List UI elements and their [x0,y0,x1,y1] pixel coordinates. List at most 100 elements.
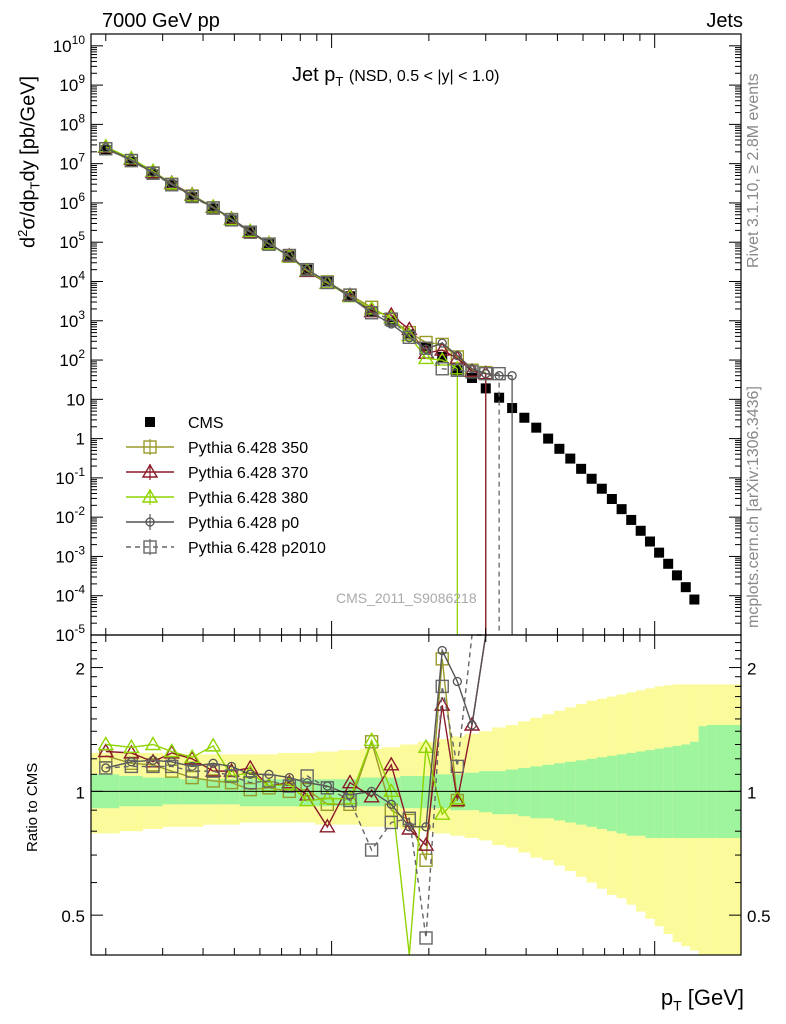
p0-ratio-point [386,799,396,809]
p380-ratio-point [144,736,162,751]
p2010-ratio-point [419,931,433,945]
p380-ratio-point [223,767,240,782]
p2010-main-point [435,362,449,376]
p350-ratio-point [419,853,433,867]
stat-uncertainty-band-bin [672,745,682,839]
stat-uncertainty-band-bin [716,724,742,839]
y-tick-label: 1 [76,430,85,449]
p2010-main-point [364,306,379,320]
p2010-main-point [402,330,417,344]
p2010-main-point [384,312,398,326]
ratio-y-tick-label-left: 1 [76,783,85,802]
p2010-main-point [146,166,160,180]
stat-uncertainty-band-bin [645,750,656,839]
cms-main-point [671,570,682,581]
stat-uncertainty-band-bin [586,758,598,827]
p0-main-point [322,276,332,287]
p2010-ratio-point [435,679,449,694]
cms-main-point [531,422,542,433]
stat-uncertainty-band-bin [607,755,618,832]
p0-ratio-point [437,645,447,656]
cms-main-point [519,412,530,423]
p380-ratio-point [298,792,316,807]
p370-ratio-point [363,788,380,803]
legend-entry-label: Pythia 6.428 p2010 [188,540,326,557]
p2010-ratio-point [300,769,314,783]
watermark-analysis-id: CMS_2011_S9086218 [336,590,477,606]
ratio-y-tick-label-left: 2 [76,660,85,679]
p0-main-point [284,251,295,261]
p2010-main-point [124,153,139,168]
p370-ratio-point [449,792,466,807]
p380-ratio-point [417,738,435,753]
cms-main-point [626,514,637,525]
p0-main-point [187,191,197,201]
p350-ratio-point [364,735,379,749]
main-y-axis-ticks: 10-5 10-4 10-3 10-2 10-1 1 10 102 103 104 105 106 10… [53,33,741,645]
cms-main-point [565,453,576,464]
stat-uncertainty-band-bin [575,760,587,825]
y-tick-label: 102 [59,347,85,370]
stat-uncertainty-band-bin [698,726,708,839]
ratio-y-axis-ticks: 0.5 0.5 1 1 2 2 [61,642,771,926]
stat-uncertainty-band-bin [505,769,519,815]
p380-ratio-point [434,805,451,820]
stat-uncertainty-band-bin [400,775,419,809]
cms-main-point [147,169,158,180]
p380-main-point [417,350,435,365]
p350-ratio-point [243,782,257,797]
p0-ratio-point [284,772,295,783]
y-tick-label: 105 [59,229,85,252]
legend-swatch-marker [143,440,157,454]
cms-main-point [494,392,505,403]
y-tick-label: 104 [59,268,85,291]
p2010-ratio-point [224,769,239,783]
p2010-main-point [465,365,479,379]
p2010-main-point [262,237,276,251]
p0-main-point [421,344,431,354]
p380-ratio-point [363,732,380,747]
header-category-label: Jets [706,10,743,32]
legend: CMS Pythia 6.428 350 Pythia 6.428 370 Pythi… [126,415,326,557]
p0-main-point [245,226,255,236]
p2010-ratio-point [343,793,357,808]
p2010-ratio-point [99,761,113,775]
p2010-main-point [419,341,433,355]
p2010-ratio-point [384,815,398,830]
cms-main-point [644,536,655,547]
p2010-main-point [479,366,493,381]
legend-swatch-marker [143,540,157,554]
y-tick-label: 10 [66,390,85,409]
legend-swatch-marker [145,517,155,527]
p380-ratio-point [163,743,180,758]
y-tick-label: 106 [59,190,85,213]
p2010-ratio-point [124,759,139,774]
p0-main-point [302,265,312,275]
p0-main-point [366,308,377,318]
p2010-ratio-point [146,759,160,774]
cms-main-point [437,351,448,362]
p370-ratio-point [434,696,451,711]
p0-main-point [467,364,477,374]
y-tick-label: 10-5 [55,622,85,645]
p370-ratio-point [417,836,435,851]
stat-uncertainty-band-bin [530,766,543,819]
stat-uncertainty-band-bin [636,751,646,836]
p2010-main-point [206,201,220,215]
stat-uncertainty-band-bin [518,767,531,817]
legend-entry-label: Pythia 6.428 370 [188,465,308,482]
legend-entry-label: Pythia 6.428 p0 [188,515,299,532]
y-tick-label: 10-4 [55,583,85,606]
x-axis-ticks [105,34,656,955]
p370-main-point [401,321,418,336]
p2010-main-point [185,189,199,204]
y-tick-label: 1010 [53,33,86,56]
main-panel-series [97,138,700,635]
p2010-main-line [105,148,500,375]
ratio-y-tick-label-right: 0.5 [747,907,771,926]
p2010-main-point [99,142,113,156]
stat-uncertainty-band-bin [626,752,637,836]
plot-title-main: Jet p [292,64,336,86]
p0-ratio-point [187,761,197,772]
ratio-y-tick-label-left: 0.5 [61,907,85,926]
